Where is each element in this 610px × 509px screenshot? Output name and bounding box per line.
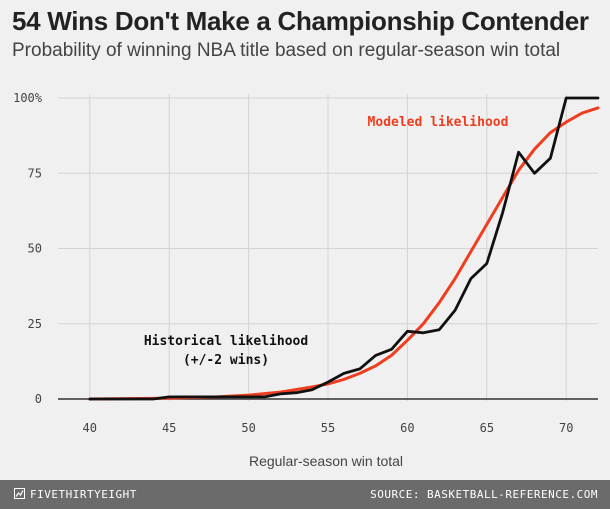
historical-likelihood-label: Historical likelihood bbox=[144, 334, 308, 349]
x-tick-label: 45 bbox=[162, 421, 176, 435]
y-tick-label: 75 bbox=[28, 166, 42, 180]
x-tick-label: 65 bbox=[480, 421, 494, 435]
y-tick-label: 25 bbox=[28, 317, 42, 331]
x-tick-label: 60 bbox=[400, 421, 414, 435]
x-tick-label: 55 bbox=[321, 421, 335, 435]
x-tick-label: 70 bbox=[559, 421, 573, 435]
source-credit: SOURCE: BASKETBALL-REFERENCE.COM bbox=[370, 488, 598, 501]
x-tick-label: 40 bbox=[83, 421, 97, 435]
x-tick-label: 50 bbox=[241, 421, 255, 435]
fivethirtyeight-logo-icon bbox=[14, 488, 25, 499]
historical-likelihood-line bbox=[88, 96, 600, 401]
y-tick-label: 100% bbox=[13, 91, 43, 105]
line-chart: 40 45 50 55 60 65 70 0 25 50 75 100% Modeled likelih… bbox=[13, 91, 600, 469]
brand-name: FIVETHIRTYEIGHT bbox=[30, 488, 137, 501]
chart-subtitle: Probability of winning NBA title based o… bbox=[12, 40, 561, 61]
x-axis-label: Regular-season win total bbox=[249, 453, 403, 469]
y-tick-label: 50 bbox=[28, 242, 42, 256]
chart-title: 54 Wins Don't Make a Championship Conten… bbox=[12, 6, 589, 36]
footer-bar: FIVETHIRTYEIGHT SOURCE: BASKETBALL-REFER… bbox=[0, 480, 610, 509]
historical-likelihood-label: (+/-2 wins) bbox=[183, 353, 269, 368]
y-tick-label: 0 bbox=[35, 392, 42, 406]
brand: FIVETHIRTYEIGHT bbox=[14, 488, 137, 501]
modeled-likelihood-label: Modeled likelihood bbox=[368, 115, 509, 130]
modeled-likelihood-line bbox=[88, 106, 600, 401]
